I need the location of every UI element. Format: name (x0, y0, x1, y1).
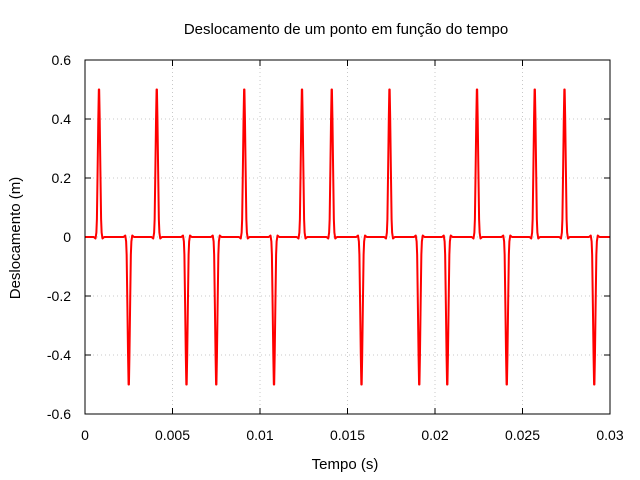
plot-frame (84, 59, 611, 415)
pulse-peak-point (98, 88, 100, 91)
pulse-peak-point (273, 383, 275, 386)
pulse-peak-point (563, 88, 566, 91)
pulse-peak-point (593, 383, 596, 386)
x-tick-label: 0.03 (596, 427, 623, 443)
y-axis-label: Deslocamento (m) (7, 177, 24, 300)
pulse-peak-point (476, 88, 478, 91)
pulse-peak-point (301, 88, 303, 91)
x-tick-label: 0 (81, 427, 89, 443)
x-tick-label: 0.025 (505, 427, 540, 443)
y-tick-label: -0.2 (47, 288, 71, 304)
pulse-peak-point (505, 383, 508, 386)
y-tick-label: 0.6 (52, 52, 72, 68)
pulse-peak-point (418, 383, 421, 386)
pulse-peak-point (533, 88, 536, 91)
x-tick-label: 0.01 (246, 427, 273, 443)
pulse-peak-point (215, 383, 218, 386)
chart-title: Deslocamento de um ponto em função do te… (184, 21, 508, 38)
y-tick-label: -0.4 (47, 347, 71, 363)
x-axis-label: Tempo (s) (312, 456, 379, 473)
y-tick-label: -0.6 (47, 406, 71, 422)
series-area (85, 88, 610, 386)
x-tick-label: 0.005 (155, 427, 190, 443)
pulse-peak-point (185, 383, 188, 386)
y-tick-label: 0 (63, 229, 71, 245)
pulse-peak-point (360, 383, 363, 386)
tick-labels: 0 0.005 0.01 0.015 0.02 0.025 0.03 0.6 0.4 0.2 0 -0… (47, 52, 624, 443)
y-tick-label: 0.4 (52, 111, 72, 127)
pulse-peak-point (127, 383, 130, 386)
pulse-peak-point (388, 88, 391, 91)
x-tick-label: 0.02 (421, 427, 448, 443)
pulse-peak-point (330, 88, 333, 91)
series-line (85, 88, 610, 386)
y-tick-label: 0.2 (52, 170, 72, 186)
x-tick-label: 0.015 (330, 427, 365, 443)
pulse-peak-point (243, 88, 246, 91)
pulse-peak-point (446, 383, 449, 386)
pulse-peak-point (155, 88, 158, 91)
